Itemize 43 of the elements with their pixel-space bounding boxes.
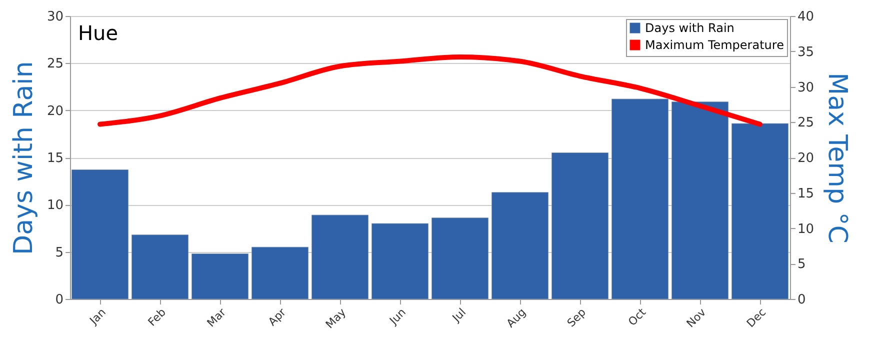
y2-tick-label: 5: [798, 257, 806, 272]
y2-tick-label: 15: [798, 186, 814, 202]
y-axis-title: Days with Rain: [8, 61, 39, 255]
bar: [552, 152, 608, 300]
bar: [312, 214, 368, 300]
x-tick-label: Apr: [266, 305, 289, 328]
x-tick-label: Dec: [744, 306, 768, 330]
bar: [372, 223, 428, 300]
bar: [192, 253, 248, 300]
bar: [612, 98, 668, 300]
x-tick-label: Jul: [449, 306, 468, 326]
bar: [132, 234, 188, 300]
y-tick-label: 25: [46, 56, 64, 72]
x-tick-label: Jun: [386, 306, 409, 328]
legend-label: Maximum Temperature: [645, 38, 784, 52]
x-tick-label: Nov: [684, 305, 709, 330]
bar: [72, 170, 128, 300]
y-tick-label: 15: [46, 151, 64, 166]
y-tick-label: 0: [55, 292, 64, 308]
x-tick-label: Jan: [86, 306, 108, 328]
y-tick-label: 5: [55, 245, 64, 260]
legend-label: Days with Rain: [645, 21, 734, 35]
y2-tick-label: 35: [798, 44, 814, 60]
y-tick-label: 10: [46, 198, 64, 214]
chart-title: Hue: [78, 21, 118, 45]
x-tick-label: Mar: [204, 305, 229, 330]
bar: [252, 246, 308, 300]
y2-tick-label: 30: [798, 80, 814, 96]
bar: [672, 102, 728, 300]
bar: [732, 123, 788, 300]
y2-tick-label: 20: [798, 151, 814, 166]
y2-tick-label: 40: [798, 10, 814, 24]
x-tick-label: Feb: [146, 306, 168, 329]
y2-tick-label: 25: [798, 116, 814, 131]
y-tick-label: 20: [46, 104, 64, 119]
y2-axis-title: Max Temp °C: [822, 72, 852, 244]
y2-tick-label: 0: [798, 292, 806, 308]
x-tick-label: Sep: [564, 306, 588, 330]
y-tick-label: 30: [46, 10, 64, 24]
bar: [492, 192, 548, 300]
bar: [432, 218, 488, 300]
y2-tick-label: 10: [798, 222, 814, 237]
x-tick-label: Oct: [626, 305, 649, 328]
